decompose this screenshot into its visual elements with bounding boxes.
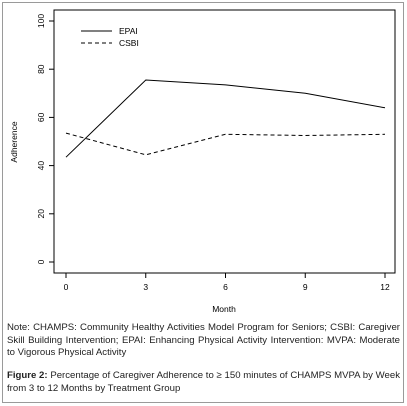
- series-line-epai: [65, 79, 386, 158]
- y-tick-label: 100: [36, 14, 46, 28]
- y-axis: 0 20 40 60 80 100: [36, 14, 54, 264]
- x-axis: 0 3 6 9 12: [64, 273, 390, 292]
- series-line-csbi: [65, 132, 386, 156]
- figure-caption: Figure 2: Percentage of Caregiver Adhere…: [7, 370, 400, 395]
- legend-label-epai: EPAI: [119, 26, 138, 36]
- figure-caption-text: Percentage of Caregiver Adherence to ≥ 1…: [7, 370, 401, 394]
- y-tick-label: 60: [36, 112, 46, 122]
- x-tick-label: 9: [303, 282, 308, 292]
- figure-caption-label: Figure 2:: [7, 370, 48, 381]
- y-tick-label: 80: [36, 64, 46, 74]
- legend-label-csbi: CSBI: [119, 38, 139, 48]
- adherence-line-chart: 0 3 6 9 12 0 20 40 60 80 100 EPAI CSBI Month Adher…: [9, 9, 396, 314]
- figure-frame: [2, 2, 404, 403]
- y-tick-label: 0: [36, 259, 46, 264]
- plot-area-border: [53, 9, 396, 274]
- x-axis-label: Month: [212, 304, 236, 314]
- x-tick-label: 12: [380, 282, 390, 292]
- y-axis-label: Adherence: [9, 121, 19, 162]
- x-tick-label: 0: [64, 282, 69, 292]
- y-tick-label: 20: [36, 209, 46, 219]
- y-tick-label: 40: [36, 161, 46, 171]
- figure-note: Note: CHAMPS: Community Healthy Activiti…: [7, 322, 400, 359]
- series-layer: [65, 79, 386, 158]
- legend: EPAI CSBI: [81, 26, 139, 48]
- x-tick-label: 3: [143, 282, 148, 292]
- x-tick-label: 6: [223, 282, 228, 292]
